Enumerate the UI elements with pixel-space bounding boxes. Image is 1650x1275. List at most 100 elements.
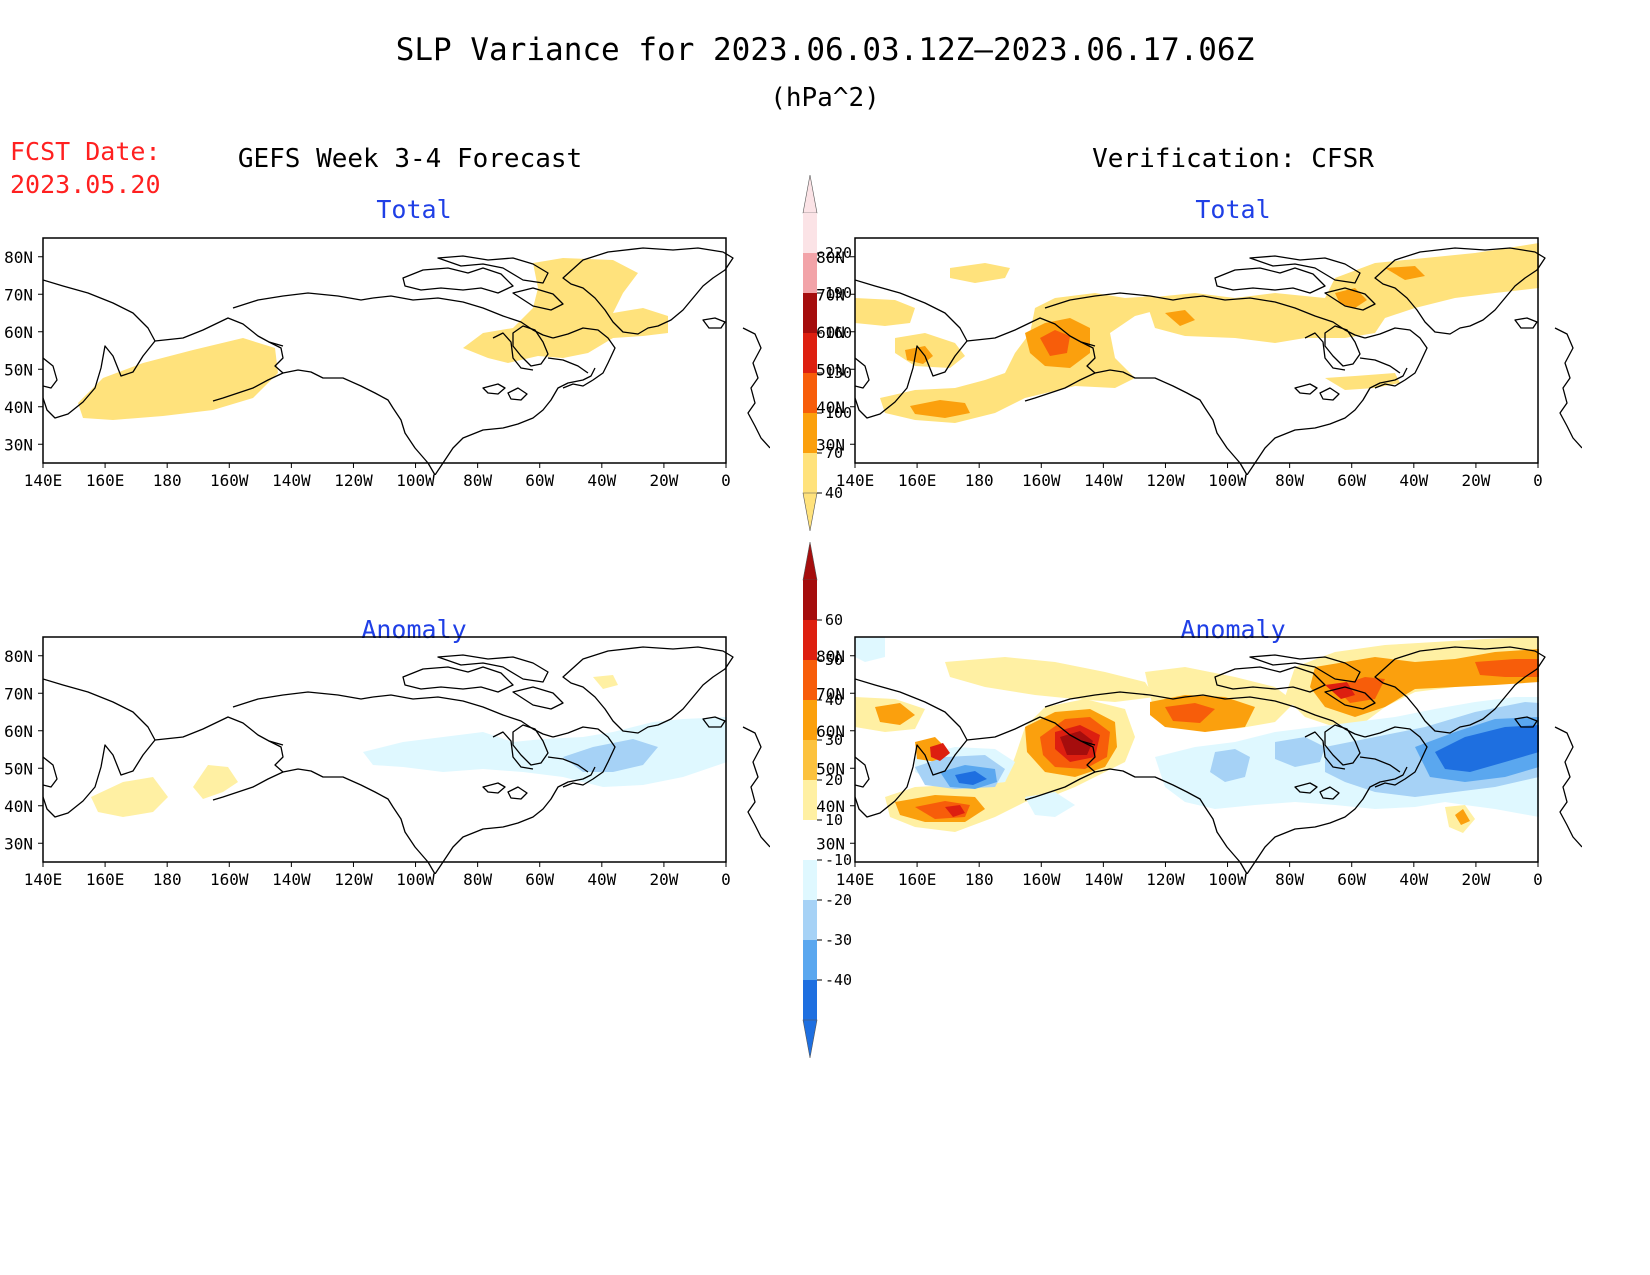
- shaded-region: [875, 703, 915, 725]
- map-frame: [854, 237, 1539, 464]
- colorbar-label: 40: [825, 484, 843, 502]
- lon-tick-label: 180: [965, 471, 994, 490]
- lon-tick-label: 20W: [649, 471, 678, 490]
- verification-heading: Verification: CFSR: [1092, 144, 1374, 174]
- colorbar-segment: [803, 900, 817, 940]
- colorbar-segment: [803, 580, 817, 620]
- lon-tick-label: 80W: [1275, 870, 1304, 889]
- lon-tick-label: 120W: [1146, 870, 1185, 889]
- colorbar-segment: [803, 860, 817, 900]
- lon-tick-label: 100W: [396, 870, 435, 889]
- lat-tick-label: 50N: [816, 759, 845, 778]
- colorbar-label: -20: [825, 891, 852, 909]
- lat-tick-label: 50N: [816, 360, 845, 379]
- lon-tick-label: 140E: [24, 870, 63, 889]
- lon-tick-label: 140E: [836, 471, 875, 490]
- colorbar-label: 50: [825, 651, 843, 669]
- units-label: (hPa^2): [770, 83, 880, 113]
- lat-tick-label: 60N: [4, 722, 33, 741]
- shaded-region: [1335, 288, 1367, 308]
- colorbar-label: 20: [825, 771, 843, 789]
- map-frame: [854, 636, 1539, 863]
- lat-tick-label: 50N: [4, 360, 33, 379]
- colorbar-segment: [803, 253, 817, 293]
- lat-tick-label: 30N: [816, 834, 845, 853]
- shaded-region: [363, 717, 727, 787]
- lon-tick-label: 40W: [587, 870, 616, 889]
- lat-tick-label: 40N: [4, 797, 33, 816]
- colorbar-label: 10: [825, 811, 843, 829]
- colorbar-total: 220 190 160 130 100 70 40: [802, 174, 852, 532]
- lon-tick-label: 40W: [1399, 471, 1428, 490]
- lon-tick-label: 80W: [463, 471, 492, 490]
- map-panel-fc_total: 140E 160E 180 160W 140W 120W 100W 80W 60W 40W 20W 0…: [4, 237, 770, 490]
- lon-tick-label: 140W: [272, 870, 311, 889]
- shaded-region: [1165, 310, 1195, 326]
- shaded-region: [950, 263, 1010, 283]
- colorbar-label: -40: [825, 971, 852, 989]
- lat-tick-label: 60N: [4, 323, 33, 342]
- lon-tick-label: 60W: [525, 870, 554, 889]
- map-frame: [42, 237, 727, 464]
- lon-tick-label: 140W: [272, 471, 311, 490]
- shaded-region: [91, 777, 168, 817]
- lon-tick-label: 20W: [1461, 870, 1490, 889]
- colorbar-segment: [803, 333, 817, 373]
- colorbar-segment: [803, 620, 817, 660]
- lon-tick-label: 160W: [210, 471, 249, 490]
- shaded-region: [855, 637, 885, 662]
- colorbar-top-arrow: [802, 174, 818, 214]
- shaded-region: [1475, 659, 1539, 677]
- lon-tick-label: 160W: [1022, 471, 1061, 490]
- map-panel-fc_anom: 140E 160E 180 160W 140W 120W 100W 80W 60W 40W 20W 0…: [4, 636, 770, 889]
- lon-tick-label: 0: [721, 870, 731, 889]
- lon-tick-label: 160E: [898, 471, 937, 490]
- lon-tick-label: 140W: [1084, 471, 1123, 490]
- lon-tick-label: 120W: [1146, 471, 1185, 490]
- lon-tick-label: 80W: [1275, 471, 1304, 490]
- colorbar-label: 190: [825, 284, 852, 302]
- colorbar-label: 60: [825, 611, 843, 629]
- colorbar-label: 130: [825, 364, 852, 382]
- lon-tick-label: 180: [965, 870, 994, 889]
- lat-tick-label: 60N: [816, 722, 845, 741]
- shaded-region: [193, 765, 238, 799]
- lat-tick-label: 70N: [4, 684, 33, 703]
- lon-tick-label: 120W: [334, 471, 373, 490]
- shaded-region: [1385, 266, 1425, 280]
- colorbar-segment: [803, 940, 817, 980]
- colorbar-bottom-arrow: [802, 1019, 818, 1059]
- lat-tick-label: 40N: [4, 398, 33, 417]
- forecast-heading: GEFS Week 3-4 Forecast: [238, 144, 582, 174]
- colorbar-top-arrow: [802, 541, 818, 581]
- colorbar-segment: [803, 980, 817, 1020]
- shaded-region: [880, 293, 1165, 423]
- shaded-region: [1210, 749, 1250, 782]
- lat-tick-label: 30N: [4, 435, 33, 454]
- lon-tick-label: 180: [153, 471, 182, 490]
- map-frame: [42, 636, 727, 863]
- fcst-date: 2023.05.20: [10, 170, 161, 199]
- colorbar-label: 100: [825, 404, 852, 422]
- shaded-region: [1060, 731, 1093, 755]
- shaded-region: [945, 657, 1155, 702]
- lon-tick-label: 20W: [1461, 471, 1490, 490]
- colorbar-segment: [803, 293, 817, 333]
- lon-tick-label: 60W: [525, 471, 554, 490]
- colorbar-segment: [803, 413, 817, 453]
- shaded-region: [1325, 682, 1355, 699]
- colorbar-anomaly: 60 50 40 30 20 10 -10 -20 -30 -40: [802, 541, 852, 1059]
- lat-tick-label: 30N: [816, 435, 845, 454]
- colorbar-label: 70: [825, 444, 843, 462]
- colorbar-label: 40: [825, 691, 843, 709]
- lat-tick-label: 80N: [4, 647, 33, 666]
- figure-title: SLP Variance for 2023.06.03.12Z—2023.06.…: [396, 32, 1255, 68]
- lat-tick-label: 70N: [4, 285, 33, 304]
- shaded-region: [1435, 725, 1539, 772]
- lon-tick-label: 40W: [1399, 870, 1428, 889]
- lon-tick-label: 100W: [1208, 870, 1247, 889]
- shaded-region: [1455, 809, 1470, 825]
- shaded-region: [945, 805, 965, 817]
- lat-tick-label: 80N: [4, 248, 33, 267]
- shaded-region: [1040, 330, 1070, 356]
